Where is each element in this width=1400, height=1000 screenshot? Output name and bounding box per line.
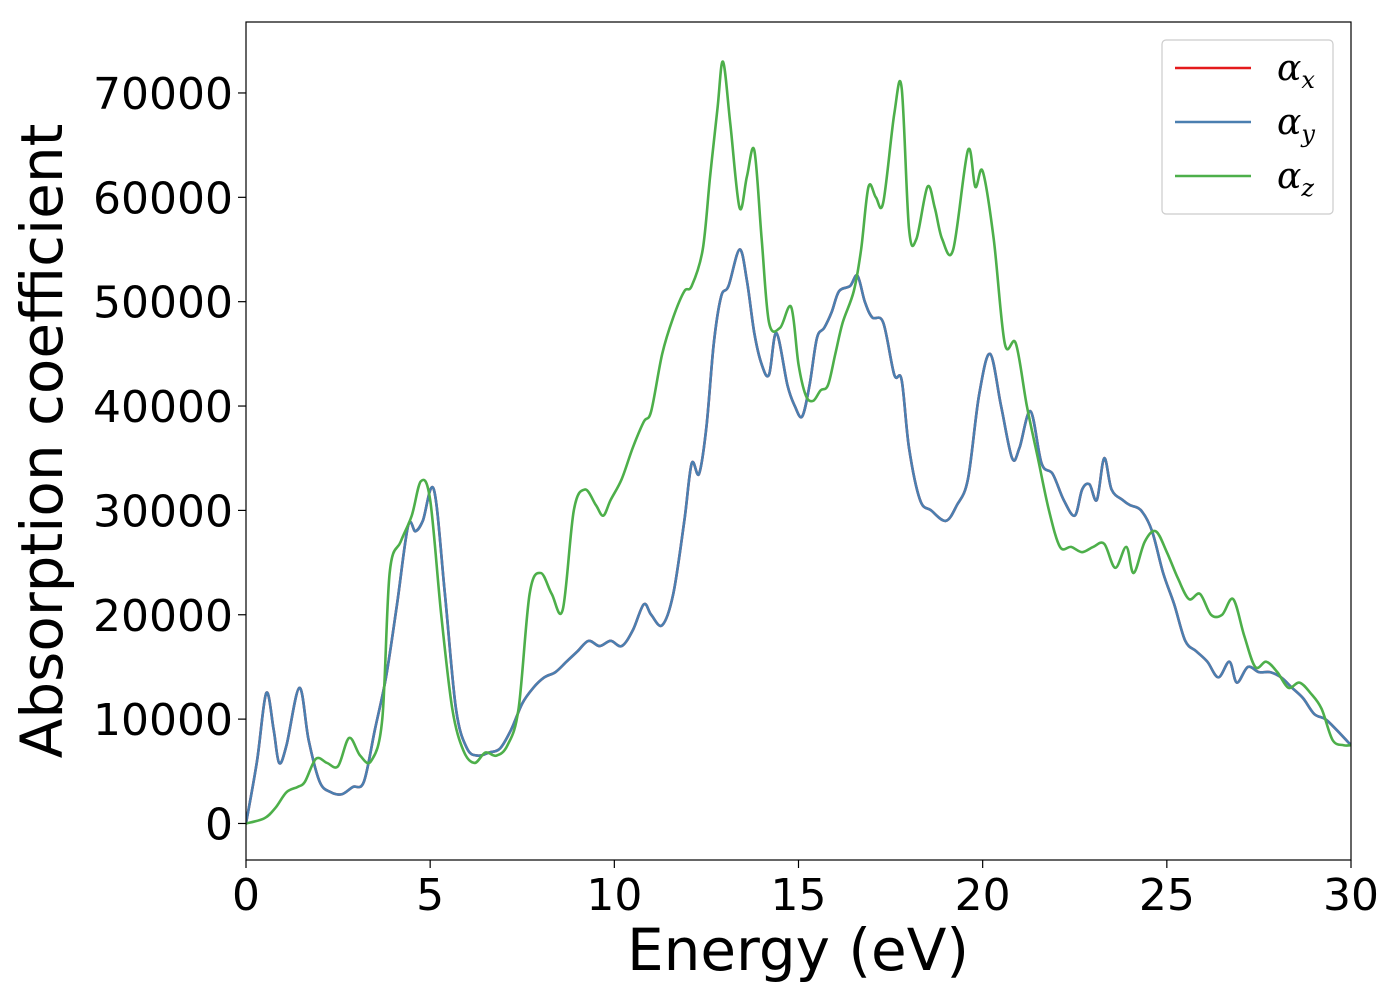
x-tick-label: 0 [232, 870, 260, 921]
x-axis: 0 5 10 15 20 25 30 [232, 860, 1379, 921]
y-tick-label: 10000 [93, 695, 233, 746]
y-tick-label: 20000 [93, 591, 233, 642]
y-tick-label: 0 [205, 799, 233, 850]
x-tick-label: 25 [1139, 870, 1195, 921]
y-tick-label: 60000 [93, 173, 233, 224]
legend-label-x: αx [1277, 48, 1315, 94]
series-line-z [246, 60, 1351, 825]
x-tick-label: 15 [771, 870, 827, 921]
legend-box [1161, 39, 1334, 215]
x-axis-label: Energy (eV) [627, 916, 969, 984]
series-layer [246, 60, 1351, 825]
y-tick-label: 50000 [93, 278, 233, 329]
y-axis: 0 10000 20000 30000 40000 50000 60000 70000 [93, 69, 246, 850]
y-tick-label: 70000 [93, 69, 233, 120]
x-tick-label: 5 [416, 870, 444, 921]
x-tick-label: 20 [955, 870, 1011, 921]
y-tick-label: 30000 [93, 486, 233, 537]
y-tick-label: 40000 [93, 382, 233, 433]
legend: αx αy αz [1161, 39, 1334, 215]
x-tick-label: 30 [1323, 870, 1379, 921]
legend-label-z: αz [1277, 156, 1314, 202]
x-tick-label: 10 [586, 870, 642, 921]
legend-label-y: αy [1277, 102, 1315, 148]
y-axis-label: Absorption coefficient [8, 124, 76, 759]
